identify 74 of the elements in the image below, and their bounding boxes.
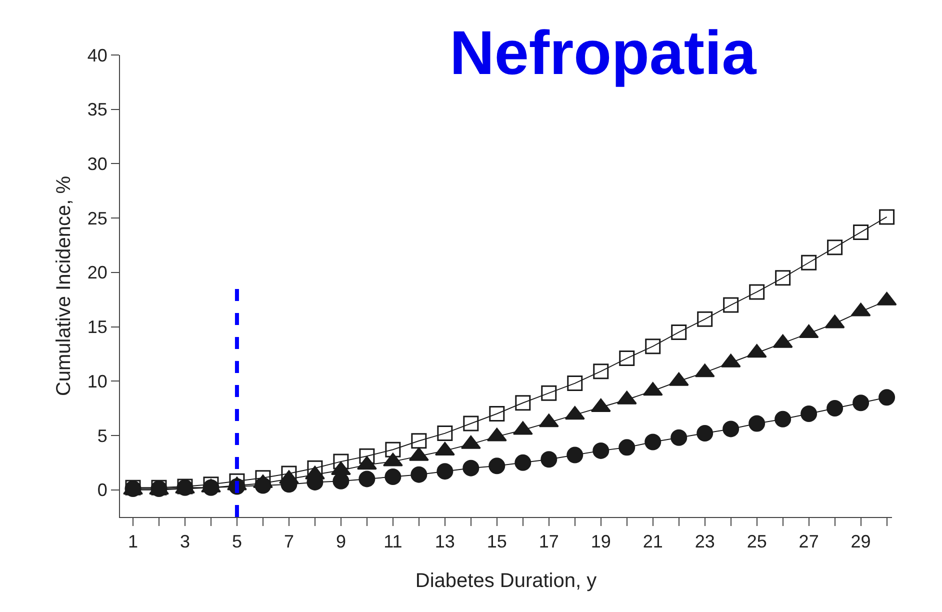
chart-title: Nefropatia: [450, 19, 757, 88]
x-tick-label: 27: [798, 532, 819, 552]
y-tick-label: 20: [87, 262, 108, 283]
point: [514, 454, 532, 471]
point: [671, 324, 687, 340]
point: [748, 415, 766, 432]
point: [410, 466, 428, 483]
point: [723, 297, 739, 313]
point: [437, 426, 453, 442]
point: [567, 376, 583, 392]
point: [775, 270, 791, 286]
y-axis-title: Cumulative Incidence, %: [53, 176, 75, 396]
point: [541, 385, 557, 401]
point: [852, 394, 870, 412]
x-tick-label: 5: [232, 532, 242, 552]
point: [800, 405, 818, 422]
x-tick-label: 15: [486, 532, 507, 552]
point: [281, 466, 297, 482]
point: [566, 446, 584, 464]
point: [202, 479, 220, 496]
point: [489, 406, 505, 422]
x-tick-label: 11: [384, 532, 402, 552]
point: [593, 364, 609, 380]
point: [333, 454, 349, 470]
y-tick-label: 30: [87, 154, 108, 174]
x-tick-label: 19: [590, 532, 611, 552]
y-tick-label: 5: [97, 426, 108, 446]
x-tick-label: 13: [434, 532, 455, 552]
point: [697, 311, 713, 327]
point: [878, 389, 896, 406]
y-tick-label: 25: [87, 208, 108, 228]
point: [385, 442, 401, 458]
point: [436, 463, 454, 480]
x-tick-label: 23: [694, 532, 715, 552]
point: [358, 470, 376, 488]
x-tick-label: 21: [642, 532, 663, 552]
point: [774, 410, 792, 428]
x-tick-label: 3: [180, 532, 190, 552]
point: [411, 433, 427, 449]
point: [853, 224, 869, 240]
point: [384, 468, 402, 486]
point: [826, 400, 844, 417]
point: [515, 395, 531, 411]
point: [749, 284, 765, 300]
point: [879, 209, 895, 225]
point: [645, 338, 661, 354]
point: [644, 434, 662, 450]
point: [463, 416, 479, 432]
point: [670, 429, 688, 446]
point: [254, 477, 272, 494]
y-tick-label: 35: [87, 100, 108, 120]
x-tick-label: 17: [538, 532, 559, 552]
y-tick-label: 0: [97, 480, 108, 500]
y-tick-label: 10: [87, 371, 108, 392]
point: [462, 460, 480, 476]
point: [618, 439, 636, 456]
x-tick-label: 25: [746, 532, 767, 552]
point: [307, 460, 323, 476]
point: [592, 442, 610, 459]
x-axis-title: Diabetes Duration, y: [415, 570, 597, 592]
y-tick-label: 40: [87, 45, 108, 66]
point: [722, 420, 740, 438]
x-tick-label: 9: [336, 532, 346, 552]
point: [696, 425, 714, 442]
x-tick-label: 1: [128, 532, 138, 552]
point: [488, 458, 506, 474]
x-tick-label: 7: [284, 532, 294, 552]
point: [827, 240, 843, 256]
y-tick-label: 15: [87, 317, 108, 338]
point: [801, 254, 817, 270]
point: [619, 350, 635, 366]
x-tick-label: 29: [850, 532, 871, 552]
point: [359, 448, 375, 464]
point: [540, 451, 558, 468]
